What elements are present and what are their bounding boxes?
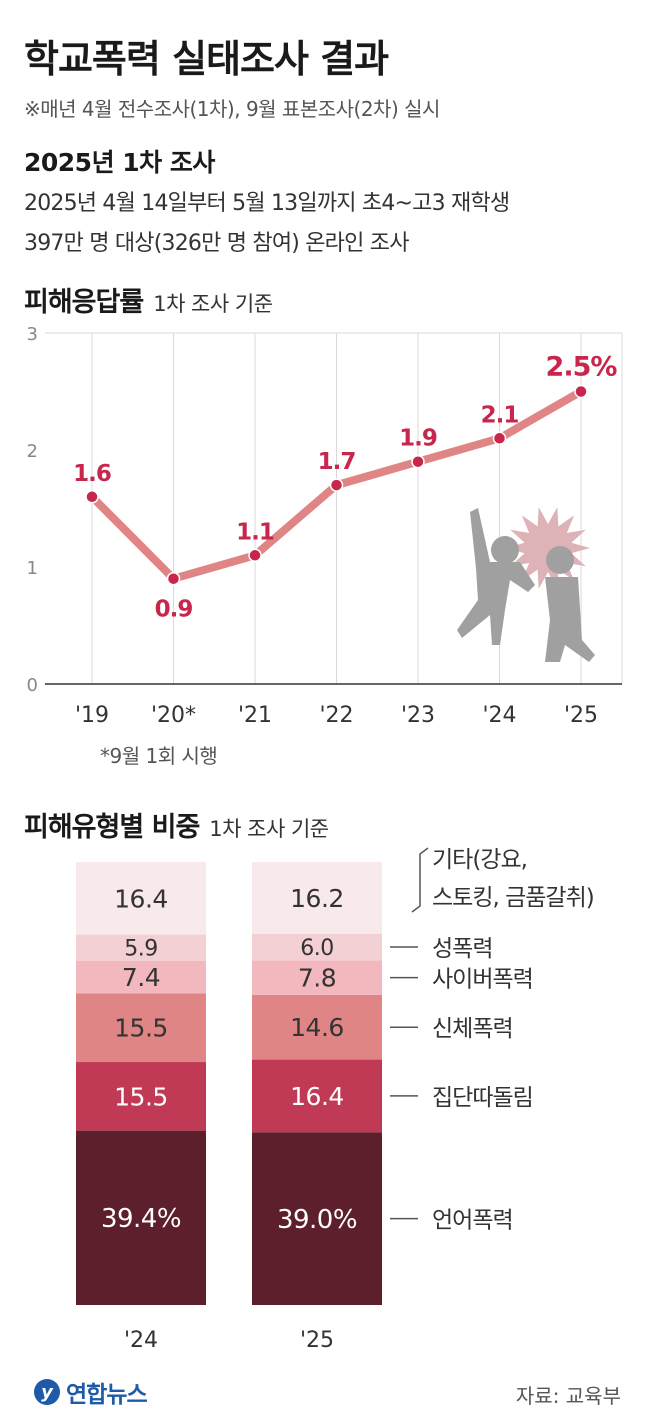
bar-segment [76,934,206,961]
data-point [574,384,588,399]
publisher-logo: y 연합뉴스 [34,1375,148,1409]
x-tick-label: '24 [482,703,516,728]
data-label: 1.1 [236,519,274,545]
bar-segment [76,1062,206,1131]
legend-label: 집단따돌림 [432,1085,533,1111]
victim-rate-line-chart: 0 1 2 3 '19 '20* '21 '22 '23 '24 '25 1.6 0.9 1.1 1.7… [27,324,623,728]
bar-value-label: 16.4 [290,1082,344,1111]
bar-segment [76,993,206,1063]
type-section-title: 피해유형별 비중 [24,812,200,843]
survey-scope: 397만 명 대상(326만 명 참여) 온라인 조사 [24,231,409,256]
x-tick-label: '22 [319,703,353,728]
publisher-name: 연합뉴스 [66,1382,148,1408]
bar-value-label: 15.5 [114,1082,168,1111]
type-section-heading: 피해유형별 비중 1차 조사 기준 [24,805,329,844]
data-label: 2.1 [481,402,519,428]
data-label: 1.6 [73,461,111,487]
data-point [492,431,507,446]
survey-period: 2025년 4월 14일부터 5월 13일까지 초4~고3 재학생 [24,191,510,216]
legend-label: 신체폭력 [432,1016,513,1042]
bar-value-label: 16.4 [114,884,168,913]
bar-value-label: 16.2 [290,884,344,913]
x-tick-label: '25 [564,703,598,728]
legend-label: 성폭력 [432,936,492,962]
y-tick-label: 2 [27,441,38,462]
x-tick-label: '19 [75,703,109,728]
bar-value-label: 7.8 [298,964,336,993]
data-point [166,571,181,586]
bar-segment [252,960,382,995]
legend-label: 기타(강요, [432,847,527,873]
data-label: 1.7 [318,449,356,475]
bar-value-label: 14.6 [290,1013,344,1042]
rate-section-heading: 피해응답률 1차 조사 기준 [24,280,273,319]
x-tick-label: '25 [300,1328,334,1353]
bar-value-label: 7.4 [122,963,160,992]
bar-value-label: 5.9 [124,937,158,962]
bar-value-label: 39.4% [101,1204,181,1234]
y-tick-label: 0 [27,675,38,696]
bar-value-label: 39.0% [277,1205,357,1235]
data-point [411,454,425,469]
bar-segment [76,1130,206,1305]
x-tick-label: '21 [238,703,272,728]
bar-value-label: 15.5 [114,1014,168,1043]
bar-segment [76,960,206,994]
type-section-subtitle: 1차 조사 기준 [209,817,329,841]
legend-label: 언어폭력 [432,1208,513,1234]
y-tick-label: 1 [27,558,38,579]
data-label: 1.9 [399,426,437,452]
bar-segment [252,862,382,934]
rate-section-subtitle: 1차 조사 기준 [153,292,273,316]
data-label: 0.9 [155,597,193,623]
bar-segment [252,994,382,1060]
victim-type-stacked-bar-chart: 39.4% 15.5 15.5 7.45.9 16.4 39.0% 16.4 14.6 7.8 6… [76,847,595,1353]
bar-segment [76,862,206,935]
violence-illustration-icon [457,507,595,662]
survey-title: 2025년 1차 조사 [24,148,215,177]
data-label: 2.5% [546,352,618,383]
data-point [248,548,262,563]
x-tick-label: '23 [401,703,435,728]
rate-section-title: 피해응답률 [24,287,144,318]
x-tick-label: '24 [124,1328,158,1353]
bar-segment [252,1059,382,1133]
legend-bracket [411,847,429,913]
data-source: 자료: 교육부 [515,1384,621,1408]
bar-value-label: 6.0 [300,936,334,961]
legend-label: 사이버폭력 [432,967,533,993]
bar-segment [252,933,382,961]
data-point [329,478,344,492]
chart-footnote: *9월 1회 시행 [100,744,218,768]
bar-segment [252,1132,382,1305]
data-point [85,490,99,504]
page-title: 학교폭력 실태조사 결과 [24,37,389,81]
y-tick-label: 3 [27,324,38,345]
x-tick-label: '20* [151,703,196,728]
legend-label: 스토킹, 금품갈취) [432,885,594,911]
yonhap-logo-icon: y [34,1379,60,1405]
survey-note: ※매년 4월 전수조사(1차), 9월 표본조사(2차) 실시 [24,97,440,121]
